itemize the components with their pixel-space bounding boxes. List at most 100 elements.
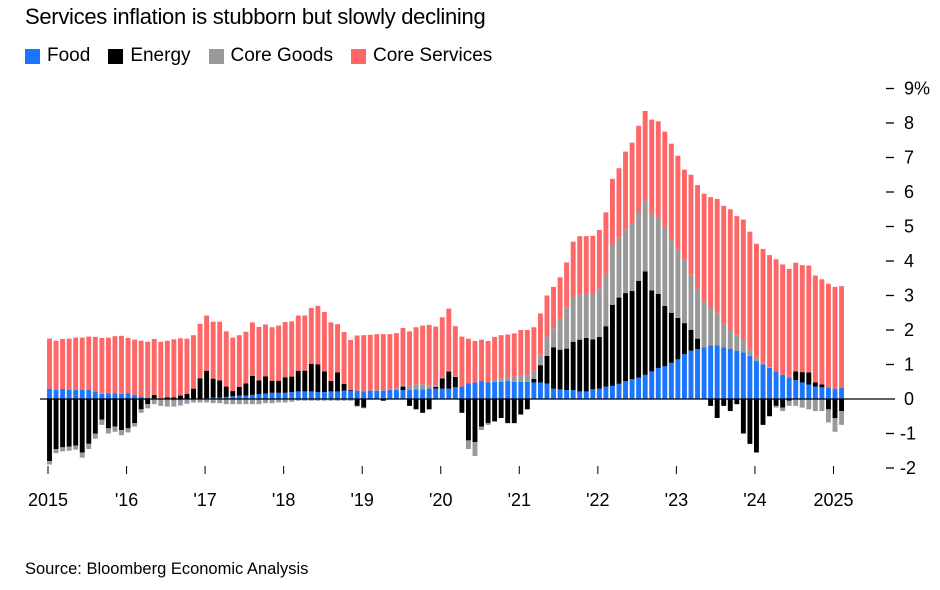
bar-segment-food xyxy=(60,389,66,399)
bar-segment-core-goods xyxy=(243,399,249,405)
bar-segment-core-services xyxy=(583,236,589,294)
bar-segment-core-goods xyxy=(557,318,563,350)
bar-segment-core-services xyxy=(570,241,576,297)
bar-segment-core-services xyxy=(518,330,524,375)
bar-segment-energy xyxy=(832,399,838,418)
bar-segment-core-goods xyxy=(734,335,740,351)
bar-segment-food xyxy=(328,391,334,399)
bar-segment-food xyxy=(498,381,504,399)
bar-segment-energy xyxy=(544,355,550,384)
bar-segment-energy xyxy=(79,399,85,453)
bar-segment-energy xyxy=(708,399,714,406)
bar-segment-energy xyxy=(786,399,792,401)
legend-label-core-goods: Core Goods xyxy=(230,45,333,66)
bar-segment-food xyxy=(623,381,628,399)
bar-segment-core-goods xyxy=(79,452,85,458)
bar-segment-core-services xyxy=(511,333,517,377)
bar-segment-core-services xyxy=(551,286,556,329)
bar-segment-core-services xyxy=(780,264,786,375)
bar-segment-core-services xyxy=(177,338,183,396)
bar-segment-core-goods xyxy=(570,296,576,342)
bar-segment-core-goods xyxy=(544,336,550,356)
bar-segment-core-goods xyxy=(511,376,517,382)
bar-segment-core-goods xyxy=(642,200,648,272)
bar-segment-core-services xyxy=(839,286,844,388)
bar-segment-core-goods xyxy=(230,399,236,405)
bar-segment-energy xyxy=(125,399,131,429)
legend-swatch-energy xyxy=(108,48,124,64)
bar-segment-core-services xyxy=(413,327,419,385)
bar-segment-core-services xyxy=(603,212,609,275)
legend-swatch-core-services xyxy=(350,48,366,64)
bar-segment-core-goods xyxy=(465,440,471,450)
bar-segment-food xyxy=(86,390,92,399)
bar-segment-energy xyxy=(335,372,340,392)
bar-segment-core-services xyxy=(465,338,471,384)
y-tick-label: 8 xyxy=(904,113,914,133)
bar-segment-energy xyxy=(819,384,825,388)
bar-segment-food xyxy=(537,382,543,399)
bar-segment-core-services xyxy=(276,325,282,381)
bar-segment-core-goods xyxy=(138,409,144,413)
bar-segment-core-goods xyxy=(125,428,131,433)
bar-segment-energy xyxy=(505,399,511,424)
bar-segment-core-services xyxy=(335,324,340,373)
bar-segment-energy xyxy=(452,376,458,388)
bar-segment-core-services xyxy=(243,331,249,384)
bar-segment-energy xyxy=(433,386,439,389)
bar-segment-food xyxy=(485,382,491,399)
bar-segment-energy xyxy=(688,330,694,351)
bar-segment-core-goods xyxy=(315,399,321,401)
bar-segment-food xyxy=(105,393,111,399)
bar-segment-core-services xyxy=(786,268,792,378)
bar-segment-food xyxy=(446,388,452,399)
y-tick-label: 4 xyxy=(904,251,914,271)
bar-segment-food xyxy=(557,389,563,399)
bar-segment-core-services xyxy=(289,321,295,377)
bar-segment-core-goods xyxy=(695,288,700,339)
bar-segment-core-goods xyxy=(223,399,229,405)
bar-segment-core-goods xyxy=(727,330,733,349)
bar-segment-core-goods xyxy=(806,399,812,410)
bar-segment-food xyxy=(551,388,556,399)
bar-segment-core-goods xyxy=(583,293,589,338)
bar-segment-energy xyxy=(695,338,700,349)
bar-segment-food xyxy=(544,383,550,399)
bar-segment-food xyxy=(806,384,812,399)
bar-segment-energy xyxy=(151,394,157,399)
bar-segment-core-goods xyxy=(701,300,707,348)
bar-segment-food xyxy=(243,395,249,399)
bar-segment-energy xyxy=(295,370,301,392)
bar-segment-core-services xyxy=(380,334,386,391)
bar-segment-energy xyxy=(596,336,602,389)
bar-segment-energy xyxy=(577,339,583,392)
bar-segment-food xyxy=(603,386,609,399)
bar-segment-energy xyxy=(590,339,596,390)
bar-segment-energy xyxy=(177,395,183,399)
bar-segment-core-goods xyxy=(708,307,714,346)
bar-segment-core-services xyxy=(734,216,740,336)
bar-segment-core-services xyxy=(662,131,668,227)
bar-segment-core-goods xyxy=(407,386,412,391)
bar-segment-core-services xyxy=(688,174,694,275)
bar-segment-core-goods xyxy=(603,274,609,327)
bar-segment-energy xyxy=(86,399,92,444)
bar-segment-energy xyxy=(105,399,111,429)
bar-segment-energy xyxy=(740,399,746,434)
bar-segment-core-services xyxy=(655,121,661,218)
bar-segment-energy xyxy=(184,393,190,399)
bar-segment-core-services xyxy=(263,324,268,377)
bar-segment-core-services xyxy=(315,305,321,365)
bar-segment-food xyxy=(295,391,301,399)
bar-segment-energy xyxy=(217,380,223,398)
bar-segment-core-goods xyxy=(308,399,314,401)
bar-segment-core-services xyxy=(171,339,177,398)
bar-segment-food xyxy=(701,347,707,399)
bar-segment-food xyxy=(171,399,177,401)
bar-segment-core-services xyxy=(682,169,687,260)
bar-segment-energy xyxy=(682,323,687,355)
bar-segment-core-goods xyxy=(112,426,118,432)
bar-segment-core-services xyxy=(596,229,602,289)
bar-segment-core-goods xyxy=(289,399,295,402)
